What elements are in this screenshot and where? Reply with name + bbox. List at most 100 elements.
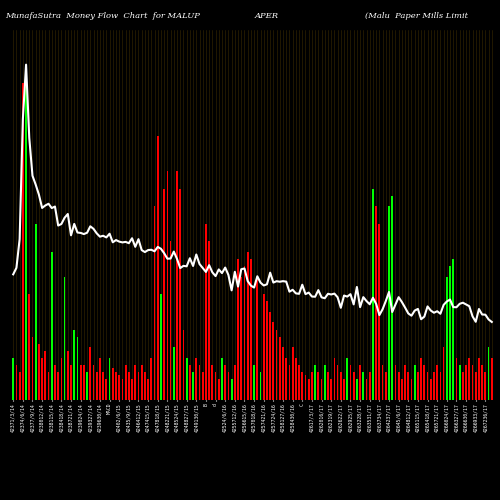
Bar — [459, 365, 460, 400]
Bar — [420, 358, 422, 400]
Bar — [160, 294, 162, 400]
Bar — [196, 358, 197, 400]
Bar — [70, 365, 72, 400]
Bar — [308, 379, 310, 400]
Bar — [173, 347, 174, 400]
Bar — [376, 206, 377, 400]
Bar — [189, 365, 191, 400]
Bar — [417, 372, 419, 400]
Bar — [446, 276, 448, 400]
Bar — [404, 365, 406, 400]
Bar — [314, 365, 316, 400]
Bar — [353, 372, 354, 400]
Bar — [51, 252, 52, 400]
Bar — [48, 372, 50, 400]
Bar — [327, 372, 329, 400]
Bar — [35, 224, 36, 400]
Bar — [237, 259, 239, 400]
Text: APER: APER — [255, 12, 279, 20]
Bar — [311, 372, 313, 400]
Bar — [350, 365, 352, 400]
Bar — [218, 379, 220, 400]
Bar — [263, 294, 264, 400]
Bar — [54, 365, 56, 400]
Bar — [80, 365, 82, 400]
Bar — [408, 372, 409, 400]
Bar — [298, 365, 300, 400]
Bar — [356, 379, 358, 400]
Bar — [436, 365, 438, 400]
Bar — [182, 330, 184, 400]
Bar — [83, 365, 85, 400]
Bar — [272, 322, 274, 400]
Bar — [96, 372, 98, 400]
Bar — [472, 365, 474, 400]
Bar — [288, 365, 290, 400]
Bar — [64, 276, 66, 400]
Bar — [150, 358, 152, 400]
Bar — [369, 372, 370, 400]
Bar — [362, 372, 364, 400]
Bar — [330, 379, 332, 400]
Bar — [433, 372, 435, 400]
Bar — [90, 347, 91, 400]
Bar — [12, 358, 14, 400]
Bar — [442, 347, 444, 400]
Bar — [410, 379, 412, 400]
Bar — [388, 206, 390, 400]
Bar — [456, 358, 458, 400]
Bar — [234, 365, 235, 400]
Bar — [141, 365, 142, 400]
Bar — [382, 365, 384, 400]
Bar — [202, 372, 203, 400]
Bar — [282, 347, 284, 400]
Bar — [147, 379, 149, 400]
Bar — [286, 358, 287, 400]
Bar — [372, 188, 374, 400]
Bar — [76, 336, 78, 400]
Bar — [318, 372, 319, 400]
Bar — [115, 372, 117, 400]
Bar — [198, 365, 200, 400]
Bar — [22, 83, 24, 400]
Bar — [324, 365, 326, 400]
Bar — [398, 372, 400, 400]
Bar — [118, 376, 120, 400]
Bar — [157, 136, 158, 400]
Bar — [359, 365, 361, 400]
Bar — [228, 372, 230, 400]
Bar — [452, 259, 454, 400]
Bar — [320, 379, 322, 400]
Bar — [224, 365, 226, 400]
Bar — [336, 365, 338, 400]
Bar — [60, 358, 62, 400]
Bar — [92, 365, 94, 400]
Bar — [38, 344, 40, 400]
Bar — [343, 379, 345, 400]
Bar — [392, 196, 393, 400]
Bar — [475, 372, 476, 400]
Bar — [154, 206, 156, 400]
Bar — [144, 372, 146, 400]
Bar — [212, 365, 213, 400]
Bar — [465, 365, 467, 400]
Bar — [491, 358, 492, 400]
Bar — [414, 365, 416, 400]
Bar — [378, 224, 380, 400]
Bar — [166, 171, 168, 400]
Bar — [468, 358, 470, 400]
Bar — [205, 224, 207, 400]
Bar — [230, 379, 232, 400]
Bar — [484, 372, 486, 400]
Bar — [108, 358, 110, 400]
Bar — [488, 347, 490, 400]
Bar — [16, 365, 18, 400]
Bar — [41, 358, 43, 400]
Bar — [221, 358, 223, 400]
Bar — [28, 294, 30, 400]
Bar — [449, 266, 451, 400]
Bar — [102, 372, 104, 400]
Bar — [244, 266, 246, 400]
Bar — [334, 358, 336, 400]
Bar — [58, 372, 59, 400]
